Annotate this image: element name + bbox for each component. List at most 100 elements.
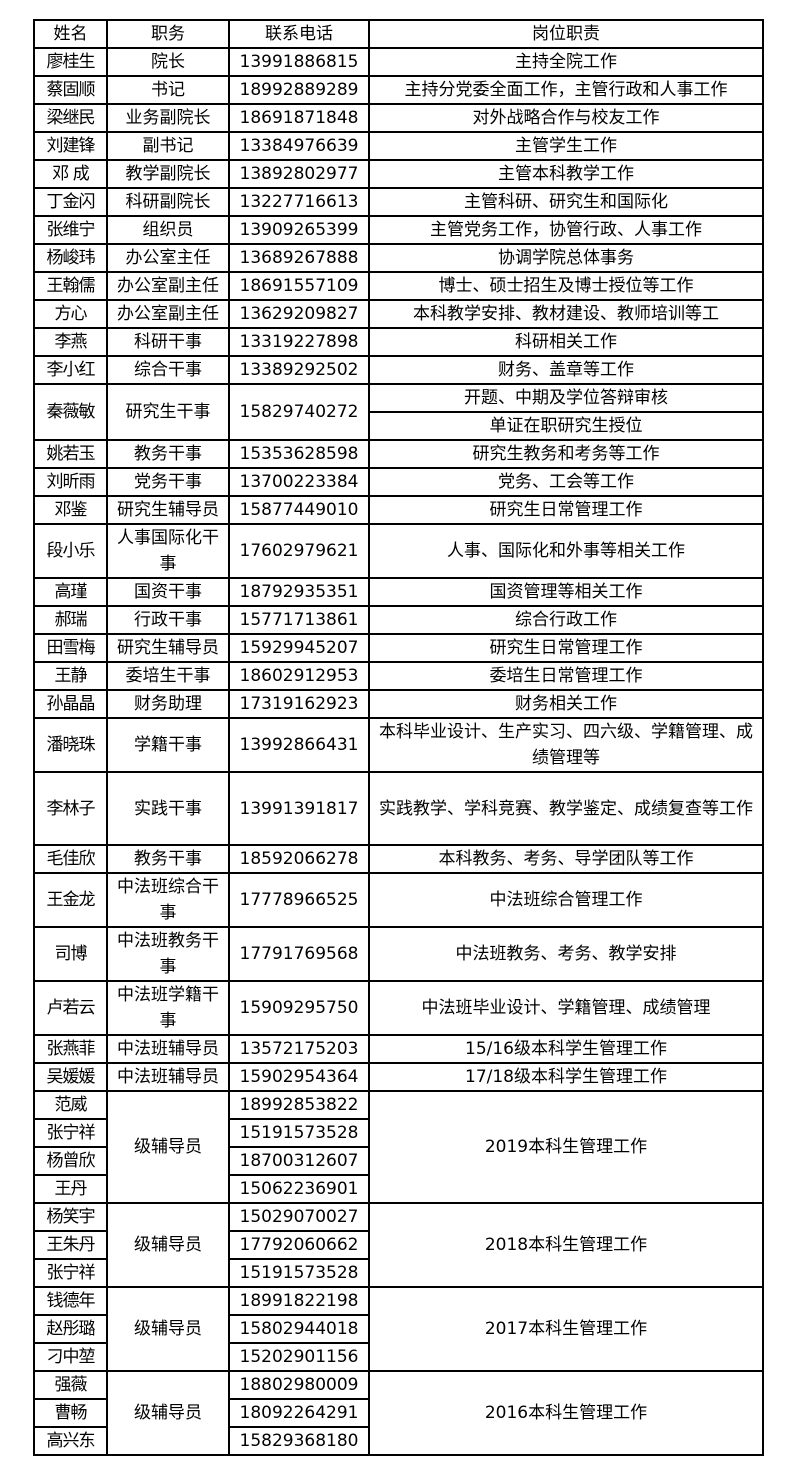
staff-title: 副书记 bbox=[106, 131, 230, 161]
staff-duty: 党务、工会等工作 bbox=[368, 467, 764, 497]
staff-duty: 本科教学安排、教材建设、教师培训等工 bbox=[368, 299, 764, 329]
staff-phone: 18792935351 bbox=[228, 577, 370, 607]
staff-title: 中法班学籍干事 bbox=[106, 980, 230, 1036]
staff-name: 李林子 bbox=[33, 771, 108, 846]
staff-name: 王静 bbox=[33, 661, 108, 691]
staff-title: 科研干事 bbox=[106, 327, 230, 357]
header-duty: 岗位职责 bbox=[368, 19, 764, 49]
staff-duty: 主管本科教学工作 bbox=[368, 159, 764, 189]
staff-name: 杨笑宇 bbox=[33, 1202, 108, 1232]
table-row: 强薇 级辅导员 18802980009 2016本科生管理工作 bbox=[33, 1370, 764, 1456]
staff-title: 人事国际化干事 bbox=[106, 523, 230, 579]
staff-title: 科研副院长 bbox=[106, 187, 230, 217]
table-row: 杨峻玮 办公室主任 13689267888 协调学院总体事务 bbox=[33, 243, 764, 273]
staff-title: 中法班教务干事 bbox=[106, 926, 230, 982]
staff-phone: 15771713861 bbox=[228, 605, 370, 635]
staff-duty: 财务、盖章等工作 bbox=[368, 355, 764, 385]
staff-title: 中法班综合干事 bbox=[106, 872, 230, 928]
table-row: 秦薇敏 研究生干事 15829740272 开题、中期及学位答辩审核 bbox=[33, 383, 764, 441]
staff-title: 中法班辅导员 bbox=[106, 1034, 230, 1064]
table-row: 张宁祥 15191573528 bbox=[33, 1118, 763, 1148]
staff-phone: 13991391817 bbox=[228, 771, 370, 846]
staff-phone: 15829368180 bbox=[228, 1426, 370, 1456]
staff-name: 王朱丹 bbox=[33, 1230, 108, 1260]
staff-name: 梁继民 bbox=[33, 103, 108, 133]
staff-name: 王翰儒 bbox=[33, 271, 108, 301]
staff-phone: 18092264291 bbox=[228, 1398, 370, 1428]
staff-duty: 主管科研、研究生和国际化 bbox=[368, 187, 764, 217]
staff-phone: 18691871848 bbox=[228, 103, 370, 133]
staff-duty: 2019本科生管理工作 bbox=[368, 1090, 764, 1204]
staff-title: 研究生干事 bbox=[106, 383, 230, 441]
table-row: 方心 办公室副主任 13629209827 本科教学安排、教材建设、教师培训等工 bbox=[33, 299, 764, 329]
staff-name: 潘晓珠 bbox=[33, 717, 108, 773]
table-row: 钱德年 级辅导员 18991822198 2017本科生管理工作 bbox=[33, 1286, 764, 1372]
staff-phone: 13892802977 bbox=[228, 159, 370, 189]
staff-phone: 15191573528 bbox=[228, 1118, 370, 1148]
staff-phone: 13227716613 bbox=[228, 187, 370, 217]
staff-name: 强薇 bbox=[33, 1370, 108, 1400]
staff-phone: 13909265399 bbox=[228, 215, 370, 245]
staff-phone: 13384976639 bbox=[228, 131, 370, 161]
staff-phone: 18991822198 bbox=[228, 1286, 370, 1316]
table-row: 李燕 科研干事 13319227898 科研相关工作 bbox=[33, 327, 764, 357]
staff-phone: 18700312607 bbox=[228, 1146, 370, 1176]
staff-phone: 18691557109 bbox=[228, 271, 370, 301]
staff-name: 刘建锋 bbox=[33, 131, 108, 161]
table-row: 王金龙 中法班综合干事 17778966525 中法班综合管理工作 bbox=[33, 872, 764, 928]
staff-duty: 对外战略合作与校友工作 bbox=[368, 103, 764, 133]
staff-duty: 主持全院工作 bbox=[368, 47, 764, 77]
staff-duty: 主管党务工作，协管行政、人事工作 bbox=[368, 215, 764, 245]
table-row: 杨曾欣 18700312607 bbox=[33, 1146, 763, 1176]
staff-phone: 17778966525 bbox=[228, 872, 370, 928]
staff-title: 级辅导员 bbox=[106, 1286, 230, 1372]
staff-name: 段小乐 bbox=[33, 523, 108, 579]
staff-duty: 协调学院总体事务 bbox=[368, 243, 764, 273]
staff-name: 卢若云 bbox=[33, 980, 108, 1036]
table-row: 卢若云 中法班学籍干事 15909295750 中法班毕业设计、学籍管理、成绩管理 bbox=[33, 980, 764, 1036]
staff-title: 委培生干事 bbox=[106, 661, 230, 691]
table-row: 范威 级辅导员 18992853822 2019本科生管理工作 bbox=[33, 1090, 764, 1204]
staff-title: 党务干事 bbox=[106, 467, 230, 497]
table-row: 刁中堃 15202901156 bbox=[33, 1342, 763, 1372]
staff-phone: 13991886815 bbox=[228, 47, 370, 77]
staff-name: 刁中堃 bbox=[33, 1342, 108, 1372]
staff-phone: 15802944018 bbox=[228, 1314, 370, 1344]
header-phone: 联系电话 bbox=[228, 19, 370, 49]
staff-title: 院长 bbox=[106, 47, 230, 77]
table-row: 邓鉴 研究生辅导员 15877449010 研究生日常管理工作 bbox=[33, 495, 764, 525]
staff-duty: 15/16级本科学生管理工作 bbox=[368, 1034, 764, 1064]
staff-name: 刘昕雨 bbox=[33, 467, 108, 497]
staff-title: 教务干事 bbox=[106, 844, 230, 874]
staff-duty: 综合行政工作 bbox=[368, 605, 764, 635]
table-row: 张宁祥 15191573528 bbox=[33, 1258, 763, 1288]
staff-name: 王金龙 bbox=[33, 872, 108, 928]
staff-title: 研究生辅导员 bbox=[106, 633, 230, 663]
table-row: 刘建锋 副书记 13384976639 主管学生工作 bbox=[33, 131, 764, 161]
staff-name: 李燕 bbox=[33, 327, 108, 357]
table-row: 张维宁 组织员 13909265399 主管党务工作，协管行政、人事工作 bbox=[33, 215, 764, 245]
staff-name: 曹畅 bbox=[33, 1398, 108, 1428]
header-row: 姓名 职务 联系电话 岗位职责 bbox=[33, 19, 764, 49]
staff-title: 办公室副主任 bbox=[106, 271, 230, 301]
staff-title: 组织员 bbox=[106, 215, 230, 245]
staff-phone: 15829740272 bbox=[228, 383, 370, 441]
staff-phone: 13992866431 bbox=[228, 717, 370, 773]
staff-title: 实践干事 bbox=[106, 771, 230, 846]
table-row: 毛佳欣 教务干事 18592066278 本科教务、考务、导学团队等工作 bbox=[33, 844, 764, 874]
staff-title: 财务助理 bbox=[106, 689, 230, 719]
staff-phone: 13689267888 bbox=[228, 243, 370, 273]
staff-duty: 本科毕业设计、生产实习、四六级、学籍管理、成绩管理等 bbox=[368, 717, 764, 773]
staff-phone: 18592066278 bbox=[228, 844, 370, 874]
staff-phone: 15029070027 bbox=[228, 1202, 370, 1232]
staff-name: 杨峻玮 bbox=[33, 243, 108, 273]
table-row: 司博 中法班教务干事 17791769568 中法班教务、考务、教学安排 bbox=[33, 926, 764, 982]
table-row: 段小乐 人事国际化干事 17602979621 人事、国际化和外事等相关工作 bbox=[33, 523, 764, 579]
table-row: 曹畅 18092264291 bbox=[33, 1398, 763, 1428]
table-row: 王翰儒 办公室副主任 18691557109 博士、硕士招生及博士授位等工作 bbox=[33, 271, 764, 301]
staff-phone: 18992889289 bbox=[228, 75, 370, 105]
staff-title: 级辅导员 bbox=[106, 1370, 230, 1456]
staff-duty: 财务相关工作 bbox=[368, 689, 764, 719]
staff-directory-table: 姓名 职务 联系电话 岗位职责 廖桂生 院长 13991886815 主持全院工作 蔡固… bbox=[33, 19, 764, 1456]
staff-name: 张燕菲 bbox=[33, 1034, 108, 1064]
